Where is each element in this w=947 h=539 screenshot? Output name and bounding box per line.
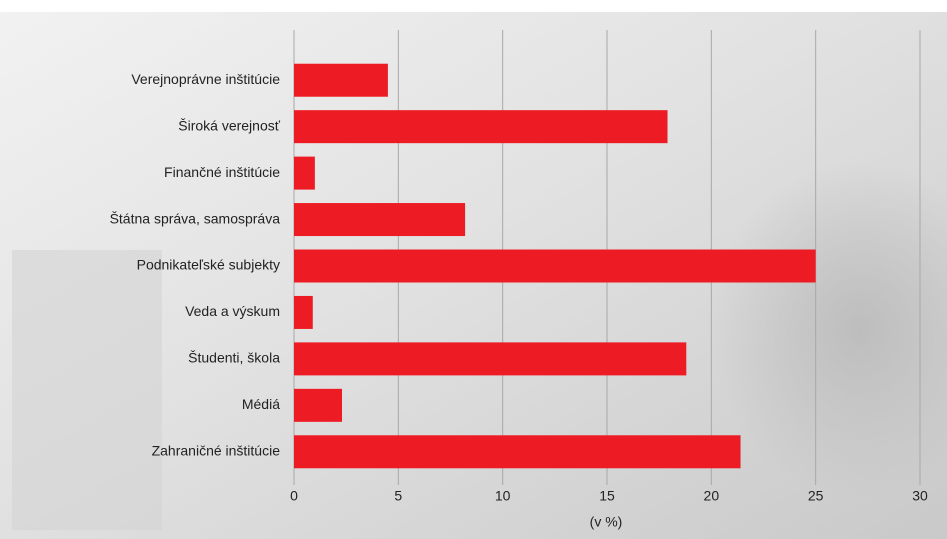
bar: [294, 249, 816, 283]
bar: [294, 435, 741, 469]
bar: [294, 110, 668, 144]
bar: [294, 63, 388, 97]
x-tick-label: 30: [912, 488, 928, 504]
x-axis-label: (v %): [590, 514, 623, 530]
y-tick-label: Štátna správa, samospráva: [110, 210, 281, 226]
x-tick-label: 0: [290, 488, 298, 504]
y-tick-label: Verejnoprávne inštitúcie: [131, 71, 280, 87]
y-tick-label: Zahraničné inštitúcie: [152, 442, 281, 458]
plot: 0 5 10 15 20 25 30 Verejnoprávne inštitúcie Širo…: [110, 30, 928, 504]
y-tick-label: Študenti, škola: [188, 350, 280, 366]
photo-figure: [710, 160, 947, 500]
bar: [294, 342, 687, 376]
x-tick-label: 10: [495, 488, 511, 504]
top-strip: [0, 0, 947, 12]
bar: [294, 203, 466, 237]
bar: [294, 156, 315, 190]
y-tick-label: Finančné inštitúcie: [164, 164, 280, 180]
x-tick-label: 15: [599, 488, 615, 504]
y-tick-label: Široká verejnosť: [178, 117, 280, 133]
bar: [294, 388, 342, 422]
y-tick-label: Podnikateľské subjekty: [137, 257, 280, 273]
x-tick-label: 5: [394, 488, 402, 504]
y-tick-label: Veda a výskum: [185, 303, 280, 319]
photo-monitor: [12, 250, 162, 530]
x-tick-label: 20: [704, 488, 720, 504]
x-tick-label: 25: [808, 488, 824, 504]
y-tick-label: Médiá: [242, 396, 280, 412]
bar: [294, 295, 313, 329]
